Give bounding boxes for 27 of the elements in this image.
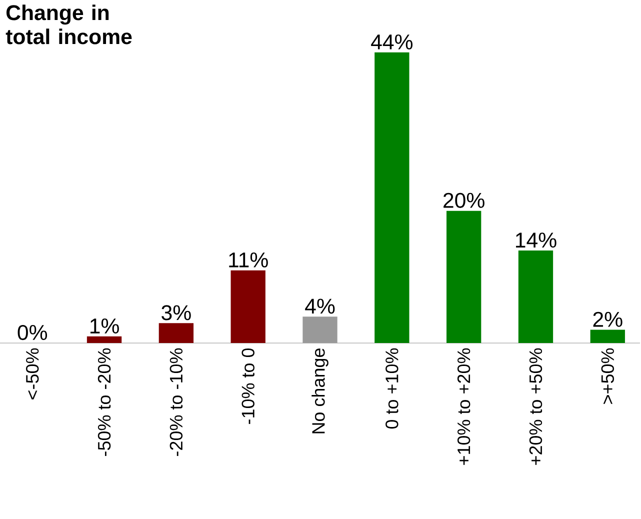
data-label: 20% bbox=[444, 192, 484, 208]
data-label: 1% bbox=[90, 318, 119, 334]
bar bbox=[302, 316, 338, 343]
bar bbox=[446, 210, 482, 343]
x-tick-label: No change bbox=[312, 348, 328, 434]
x-tick-label: 0 to +10% bbox=[386, 348, 398, 429]
data-label: 2% bbox=[593, 312, 622, 327]
bar bbox=[374, 52, 410, 343]
data-label: 44% bbox=[371, 34, 412, 50]
chart-title: Change in total income bbox=[6, 4, 132, 44]
x-tick-label: -50% to -20% bbox=[98, 348, 111, 456]
x-tick-label: +10% to +20% bbox=[457, 348, 470, 465]
data-label: 14% bbox=[516, 232, 556, 248]
bar bbox=[230, 270, 266, 343]
x-tick-label: <-50% bbox=[26, 348, 39, 400]
bar bbox=[590, 330, 625, 343]
x-tick-label: -20% to -10% bbox=[170, 348, 183, 456]
data-label: 11% bbox=[229, 252, 268, 268]
x-tick-label: +20% to +50% bbox=[529, 348, 542, 465]
data-label: 3% bbox=[162, 305, 191, 320]
bar bbox=[86, 336, 122, 343]
data-label: 0% bbox=[18, 324, 48, 340]
x-tick-label: -10% to 0 bbox=[242, 348, 254, 424]
bar bbox=[158, 323, 194, 343]
data-label: 4% bbox=[305, 298, 335, 314]
x-tick-label: >+50% bbox=[601, 348, 614, 404]
bar bbox=[518, 250, 554, 343]
